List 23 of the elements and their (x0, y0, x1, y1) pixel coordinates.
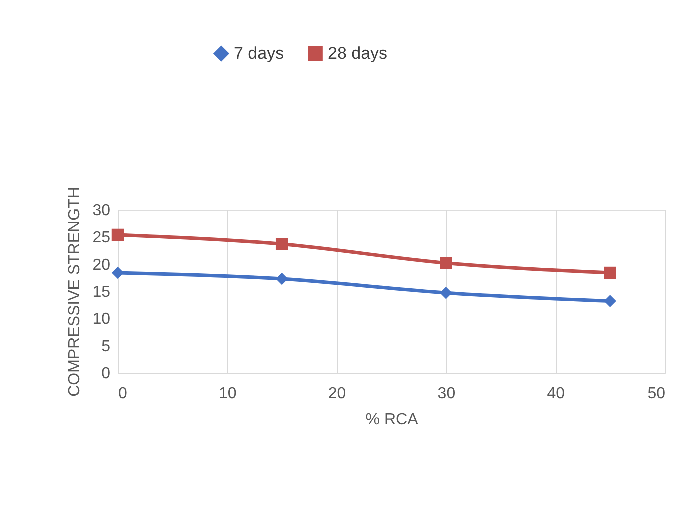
point (440, 287, 452, 300)
y-axis-title: COMPRESSIVE STRENGTH (66, 187, 84, 397)
point (112, 228, 124, 242)
y-tick-label: 15 (92, 284, 111, 301)
y-tick-label: 25 (92, 230, 111, 247)
x-tick-label: 40 (547, 386, 566, 402)
x-tick-label: 30 (438, 386, 456, 402)
point (604, 266, 616, 280)
y-tick-label: 20 (92, 256, 111, 274)
point (604, 295, 616, 308)
point (440, 257, 452, 270)
x-tick-label: 10 (219, 386, 237, 402)
y-tick-label: 5 (102, 338, 111, 356)
legend-label: 28 days (328, 44, 388, 63)
y-tick-label: 0 (102, 366, 111, 382)
x-tick-label: 20 (328, 386, 346, 402)
legend-label: 7 days (234, 44, 284, 63)
y-tick-label: 10 (92, 311, 111, 328)
point (276, 238, 288, 250)
y-tick-label: 30 (92, 202, 111, 220)
x-tick-label: 0 (118, 386, 128, 402)
x-axis-title: % RCA (366, 412, 419, 428)
x-tick-label: 50 (648, 386, 666, 402)
